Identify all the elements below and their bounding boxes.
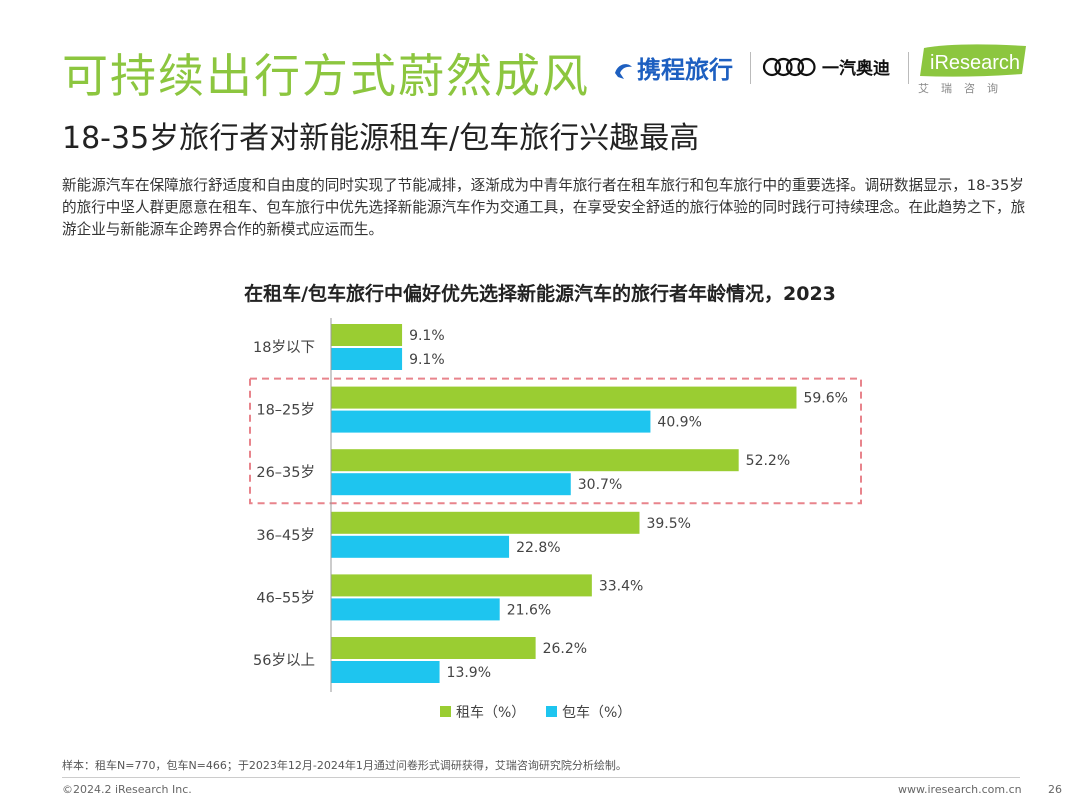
data-label: 26.2% [543,641,587,657]
iresearch-subtitle: 艾瑞咨询 [918,82,1010,95]
legend-swatch-charter [546,706,557,717]
data-label: 59.6% [803,391,847,407]
data-label: 13.9% [447,665,491,681]
bar-rental [331,449,739,472]
ctrip-logo-text: 携程旅行 [637,56,733,84]
bar-charter [331,410,651,433]
bar-rental [331,637,536,659]
bar-rental [331,324,403,346]
category-label: 36–45岁 [256,527,315,544]
description-paragraph: 新能源汽车在保障旅行舒适度和自由度的同时实现了节能减排，逐渐成为中青年旅行者在租… [62,177,1026,238]
page-number: 26 [1048,783,1062,796]
logo-divider [908,52,909,84]
category-label: 46–55岁 [256,589,315,606]
legend-label: 租车（%） [456,704,525,721]
source-note: 样本：租车N=770，包车N=466；于2023年12月-2024年1月通过问卷… [62,759,627,772]
category-label: 56岁以上 [253,652,315,669]
ctrip-logo: 携程旅行 [612,50,733,85]
bar-charter [331,473,571,496]
legend-swatch-rental [440,706,451,717]
category-label: 18岁以下 [253,339,315,356]
copyright: ©2024.2 iResearch Inc. [62,783,192,796]
category-label: 18–25岁 [256,402,315,419]
footer-divider [62,777,1020,778]
data-label: 21.6% [507,602,551,618]
chart-title: 在租车/包车旅行中偏好优先选择新能源汽车的旅行者年龄情况，2023 [244,283,836,305]
data-label: 40.9% [657,415,701,431]
page-title: 可持续出行方式蔚然成风 [62,49,590,103]
data-label: 22.8% [516,540,560,556]
data-label: 30.7% [578,477,622,493]
data-label: 39.5% [646,516,690,532]
logo-divider [750,52,751,84]
bar-charter [331,535,510,558]
bar-rental [331,386,797,409]
bar-charter [331,661,440,683]
category-label: 26–35岁 [256,464,315,481]
page-subtitle: 18-35岁旅行者对新能源租车/包车旅行兴趣最高 [62,121,700,156]
ctrip-dolphin-icon [615,64,632,79]
legend-label: 包车（%） [562,704,631,721]
bar-charter [331,598,500,621]
website-link[interactable]: www.iresearch.com.cn [898,783,1022,796]
iresearch-logo-text: iResearch [930,52,1020,74]
data-label: 33.4% [599,578,643,594]
data-label: 52.2% [746,453,790,469]
partner-logos: 携程旅行 一汽奥迪 iResearch 艾瑞咨询 [612,40,1032,100]
bar-charter [331,348,403,370]
iresearch-logo: iResearch [920,44,1026,77]
bar-rental [331,574,592,597]
highlight-box [249,377,862,505]
faw-audi-logo: 一汽奥迪 [822,59,890,79]
data-label: 9.1% [409,352,445,368]
audi-rings-icon [762,57,816,77]
data-label: 9.1% [409,328,445,344]
bar-rental [331,511,640,534]
